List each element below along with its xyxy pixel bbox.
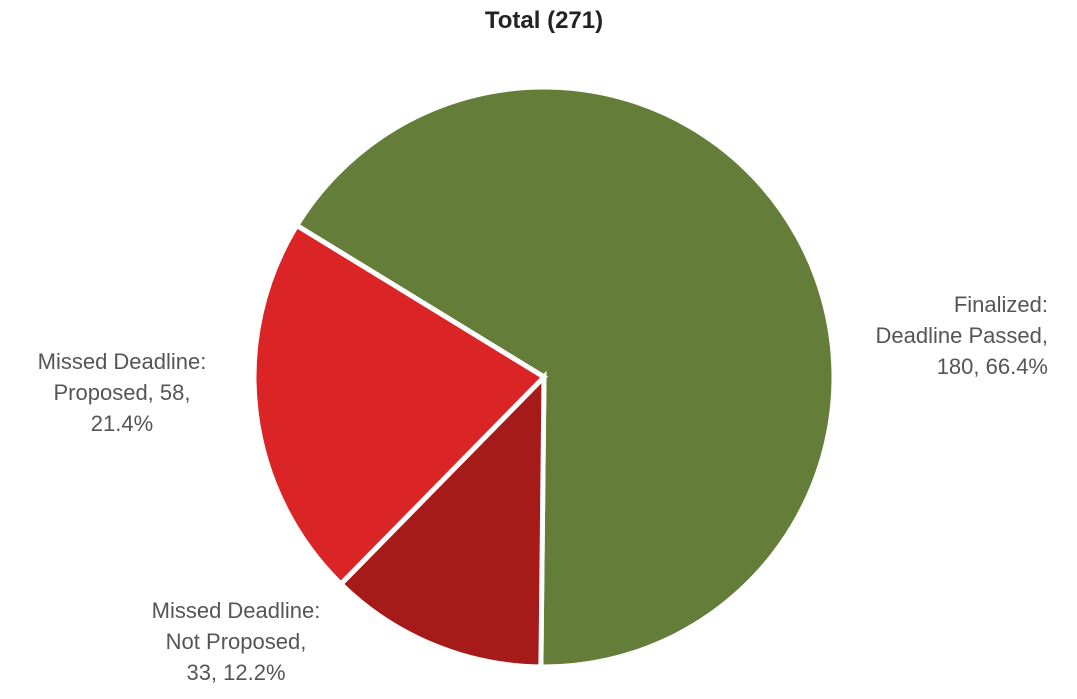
slice-label-line: Proposed, 58, — [54, 380, 191, 405]
slice-label-line: Deadline Passed, — [876, 323, 1048, 348]
slice-label: Finalized: Deadline Passed, 180, 66.4% — [876, 292, 1048, 379]
slice-label-line: 33, 12.2% — [186, 660, 285, 685]
slice-label-line: Finalized: — [954, 292, 1048, 317]
slice-label-line: Missed Deadline: — [38, 349, 207, 374]
slice-label: Missed Deadline: Proposed, 58, 21.4% — [38, 349, 207, 436]
pie-slice-finalized-deadline-passed — [293, 84, 837, 670]
pie-slice-missed-deadline-proposed — [251, 222, 548, 588]
chart-title: Total (271) — [485, 7, 603, 34]
slice-label-line: 21.4% — [91, 411, 153, 436]
pie-slices — [251, 84, 837, 670]
slice-label-line: Missed Deadline: — [152, 598, 321, 623]
slice-labels: Finalized: Deadline Passed, 180, 66.4% Miss… — [38, 292, 1048, 685]
slice-label-line: 180, 66.4% — [937, 354, 1048, 379]
slice-label: Missed Deadline: Not Proposed, 33, 12.2% — [152, 598, 321, 685]
pie-slice-missed-deadline-not-proposed — [337, 370, 547, 670]
slice-label-line: Not Proposed, — [166, 629, 307, 654]
